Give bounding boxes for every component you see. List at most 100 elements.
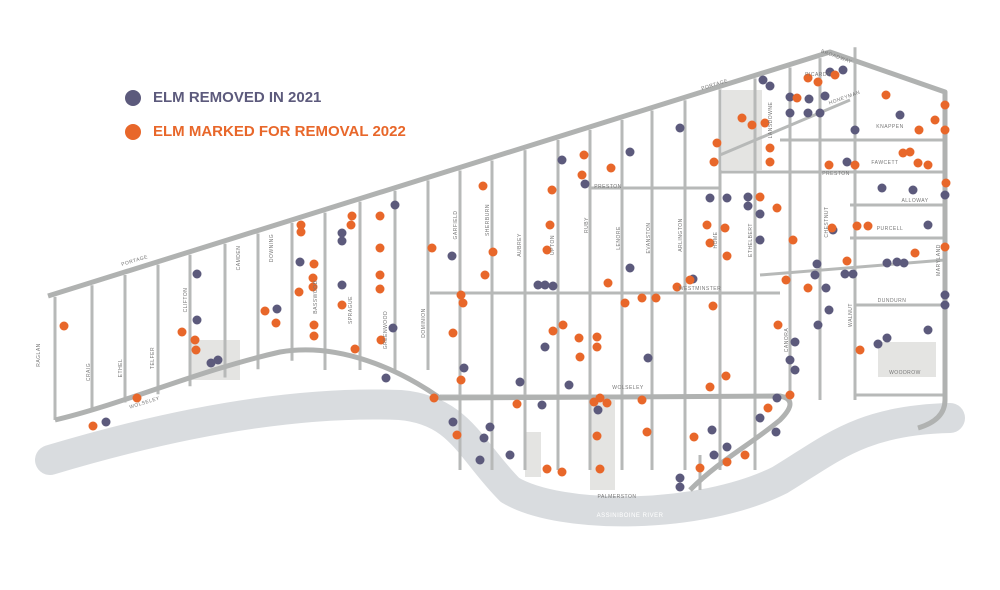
tree-dot bbox=[191, 345, 201, 355]
tree-dot bbox=[309, 320, 319, 330]
tree-dot bbox=[913, 158, 923, 168]
street-label: PURCELL bbox=[877, 226, 904, 232]
tree-dot bbox=[337, 236, 347, 246]
tree-dot bbox=[722, 457, 732, 467]
legend-label: ELM REMOVED IN 2021 bbox=[153, 89, 321, 106]
tree-dot bbox=[309, 259, 319, 269]
tree-dot bbox=[790, 365, 800, 375]
tree-dot bbox=[475, 455, 485, 465]
tree-dot bbox=[702, 220, 712, 230]
street-label: GARFIELD bbox=[453, 210, 459, 239]
tree-dot bbox=[940, 242, 950, 252]
tree-dot bbox=[812, 259, 822, 269]
tree-dot bbox=[260, 306, 270, 316]
tree-dot bbox=[643, 353, 653, 363]
street-label: CRAIG bbox=[86, 363, 92, 381]
tree-dot bbox=[848, 269, 858, 279]
tree-dot bbox=[810, 270, 820, 280]
street-label: ETHEL bbox=[118, 359, 124, 378]
street-label: DUNDURN bbox=[878, 298, 907, 304]
tree-dot bbox=[190, 335, 200, 345]
tree-dot bbox=[771, 427, 781, 437]
street-label: UPTON bbox=[550, 235, 556, 255]
tree-dot bbox=[840, 269, 850, 279]
street-label: KNAPPEN bbox=[876, 124, 903, 130]
street-label: WOODROW bbox=[889, 370, 921, 376]
tree-dot bbox=[709, 157, 719, 167]
tree-dot bbox=[101, 417, 111, 427]
tree-dot bbox=[595, 464, 605, 474]
tree-dot bbox=[296, 220, 306, 230]
street-label: PICARDY bbox=[805, 72, 831, 78]
tree-dot bbox=[852, 221, 862, 231]
tree-dot bbox=[722, 193, 732, 203]
street-label: BASSWOOD bbox=[313, 280, 319, 313]
tree-dot bbox=[940, 290, 950, 300]
legend-label: ELM MARKED FOR REMOVAL 2022 bbox=[153, 123, 406, 140]
tree-dot bbox=[709, 450, 719, 460]
tree-dot bbox=[271, 318, 281, 328]
tree-dot bbox=[88, 421, 98, 431]
tree-dot bbox=[132, 393, 142, 403]
tree-dot bbox=[651, 293, 661, 303]
tree-dot bbox=[930, 115, 940, 125]
tree-dot bbox=[575, 352, 585, 362]
river bbox=[35, 389, 965, 527]
tree-dot bbox=[813, 320, 823, 330]
tree-dot bbox=[898, 148, 908, 158]
tree-dot bbox=[458, 298, 468, 308]
tree-dot bbox=[429, 393, 439, 403]
tree-dot bbox=[905, 147, 915, 157]
tree-dot bbox=[824, 160, 834, 170]
tree-dot bbox=[602, 398, 612, 408]
tree-dot bbox=[772, 203, 782, 213]
street bbox=[719, 98, 851, 157]
tree-dot bbox=[375, 211, 385, 221]
tree-dot bbox=[642, 427, 652, 437]
tree-dot bbox=[895, 110, 905, 120]
tree-dot bbox=[803, 73, 813, 83]
tree-dot bbox=[740, 450, 750, 460]
tree-dot bbox=[637, 293, 647, 303]
tree-dot bbox=[558, 320, 568, 330]
tree-dot bbox=[737, 113, 747, 123]
tree-dot bbox=[485, 422, 495, 432]
tree-dot bbox=[675, 123, 685, 133]
tree-dot bbox=[388, 323, 398, 333]
tree-dot bbox=[337, 280, 347, 290]
tree-dot bbox=[337, 300, 347, 310]
tree-dot bbox=[177, 327, 187, 337]
tree-dot bbox=[763, 403, 773, 413]
tree-dot bbox=[574, 333, 584, 343]
street-label: WALNUT bbox=[848, 303, 854, 327]
street-label: DOWNING bbox=[269, 234, 275, 262]
tree-dot bbox=[452, 430, 462, 440]
tree-dot bbox=[213, 355, 223, 365]
tree-dot bbox=[881, 90, 891, 100]
tree-dot bbox=[788, 235, 798, 245]
tree-dot bbox=[456, 375, 466, 385]
tree-dot bbox=[206, 358, 216, 368]
tree-dot bbox=[309, 331, 319, 341]
tree-dot bbox=[540, 342, 550, 352]
tree-dot bbox=[625, 263, 635, 273]
tree-dot bbox=[855, 345, 865, 355]
tree-dot bbox=[606, 163, 616, 173]
tree-dot bbox=[940, 125, 950, 135]
street-label: ARLINGTON bbox=[678, 218, 684, 252]
tree-dot bbox=[603, 278, 613, 288]
tree-dot bbox=[772, 393, 782, 403]
tree-dot bbox=[592, 431, 602, 441]
tree-dot bbox=[456, 290, 466, 300]
tree-dot bbox=[675, 473, 685, 483]
tree-dot bbox=[548, 326, 558, 336]
tree-dot bbox=[459, 363, 469, 373]
tree-dot bbox=[940, 100, 950, 110]
tree-dot bbox=[557, 467, 567, 477]
street-label: CHESTNUT bbox=[824, 206, 830, 237]
street-label: FAWCETT bbox=[871, 160, 898, 166]
tree-dot bbox=[923, 325, 933, 335]
boundary bbox=[47, 49, 948, 492]
tree-dot bbox=[850, 160, 860, 170]
